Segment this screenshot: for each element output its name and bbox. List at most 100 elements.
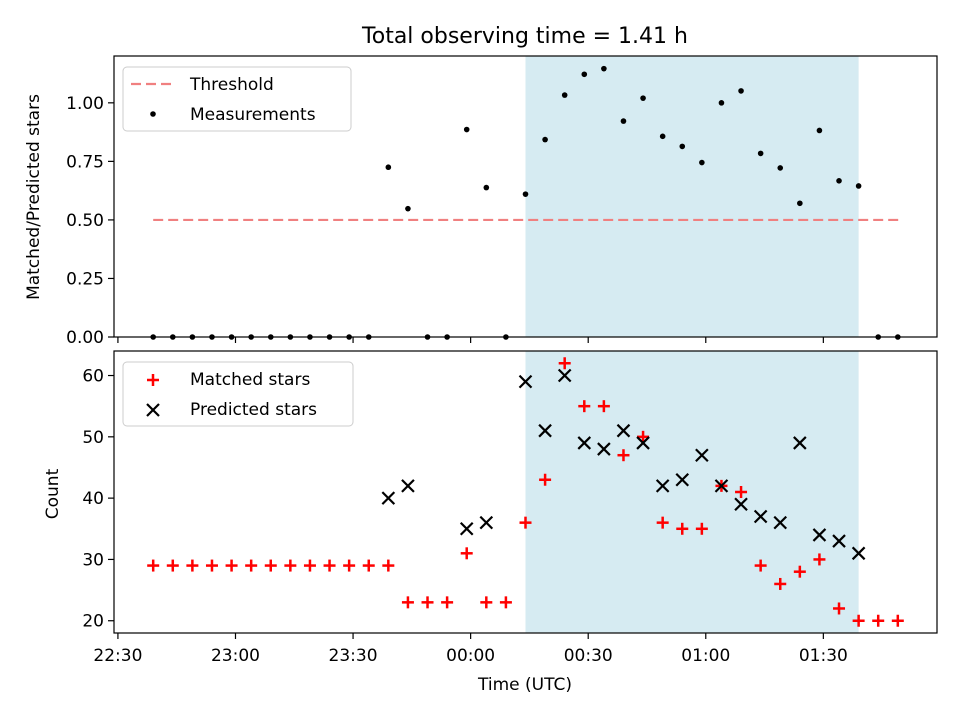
measurement-point: [385, 164, 392, 171]
x-tick-label: 22:30: [93, 646, 142, 666]
matched-star-point: [891, 614, 904, 627]
measurement-point: [463, 126, 470, 133]
top-plot-frame: [113, 55, 938, 338]
chart-title: Total observing time = 1.41 h: [361, 24, 688, 49]
bot-y-tick-label: 30: [82, 550, 104, 570]
x-tick-label: 23:30: [329, 646, 378, 666]
predicted-star-point: [675, 472, 690, 487]
top-y-axis-label: Matched/Predicted stars: [24, 94, 44, 300]
matched-star-point: [676, 522, 689, 535]
top-y-tick-label: 0.50: [66, 211, 104, 231]
measurement-point: [522, 191, 529, 197]
top-y-axis: 0.00 0.25 0.50 0.75 1.00: [66, 94, 114, 348]
matched-star-point: [499, 596, 512, 609]
predicted-star-point: [734, 497, 748, 512]
matched-star-point: [480, 596, 493, 609]
top-y-tick-label: 0.25: [66, 269, 104, 289]
predicted-star-point: [655, 479, 670, 493]
bot-y-tick-label: 60: [82, 367, 104, 387]
measurement-point: [816, 127, 823, 134]
matched-star-point: [323, 559, 336, 572]
predicted-star-point: [773, 515, 788, 530]
predicted-star-point: [695, 448, 709, 462]
measurement-point: [777, 165, 784, 171]
matched-star-point: [519, 516, 532, 529]
measurement-point: [640, 95, 646, 101]
legend-matched-swatch: [147, 374, 159, 386]
top-y-tick-label: 0.75: [66, 152, 104, 172]
top-y-tick-label: 0.00: [66, 328, 104, 348]
x-tick-label: 01:30: [799, 646, 848, 666]
measurement-point: [659, 133, 666, 140]
matched-star-point: [833, 602, 846, 615]
matched-star-point: [539, 473, 552, 486]
measurement-point: [797, 200, 803, 207]
matched-star-point: [441, 596, 454, 609]
matched-star-point: [147, 559, 160, 572]
matched-star-point: [245, 559, 258, 572]
bottom-highlight-span: [525, 351, 859, 633]
matched-star-point: [401, 596, 414, 609]
measurement-point: [738, 88, 744, 94]
top-x-ticks: [117, 337, 824, 343]
bottom-y-axis-label: Count: [43, 468, 63, 519]
legend-measurements-label: Measurements: [190, 105, 316, 125]
bottom-legend: Matched stars Predicted stars: [122, 361, 354, 427]
predicted-star-point: [401, 479, 415, 493]
x-tick-label: 23:00: [211, 646, 260, 666]
bot-y-tick-label: 50: [82, 428, 104, 448]
x-tick-label: 00:00: [446, 646, 495, 666]
predicted-star-point: [459, 522, 474, 536]
measurement-point: [679, 143, 686, 150]
measurement-point: [561, 92, 568, 98]
matched-star-point: [774, 577, 787, 590]
predicted-star-point: [538, 423, 552, 438]
matched-star-point: [264, 559, 277, 572]
predicted-star-point: [714, 479, 729, 493]
measurement-point: [581, 71, 588, 78]
measurement-point: [601, 65, 607, 72]
top-y-tick-label: 1.00: [66, 94, 104, 114]
x-tick-label: 01:00: [681, 646, 730, 666]
predicted-star-point: [832, 534, 846, 548]
predicted-star-point: [812, 528, 827, 542]
matched-star-point: [637, 430, 650, 443]
x-axis-label: Time (UTC): [477, 675, 572, 695]
predicted-star-point: [577, 436, 592, 450]
measurement-point: [757, 150, 764, 157]
matched-star-point: [205, 559, 218, 572]
predicted-star-point: [616, 423, 631, 438]
matched-star-point: [460, 547, 473, 560]
top-legend: Threshold Measurements: [122, 66, 352, 132]
matched-star-point: [656, 516, 669, 529]
predicted-star-point: [381, 491, 396, 505]
matched-star-point: [754, 559, 767, 572]
matched-star-point: [617, 449, 630, 462]
predicted-star-point: [753, 509, 768, 524]
matched-star-point: [793, 565, 806, 578]
predicted-star-point: [597, 442, 611, 456]
predicted-star-point: [636, 436, 650, 450]
bottom-y-axis: 20 30 40 50 60: [82, 367, 114, 632]
measurement-point: [699, 159, 705, 166]
matched-star-point: [303, 559, 316, 572]
measurement-point: [542, 136, 548, 143]
matched-star-point: [735, 486, 748, 498]
measurement-point: [483, 184, 490, 191]
matched-star-point: [872, 614, 885, 627]
top-panel: 0.00 0.25 0.50 0.75 1.00 Matched/Predicted s…: [24, 55, 938, 348]
matched-star-point: [362, 559, 375, 572]
matched-star-point: [343, 559, 356, 572]
bot-y-tick-label: 20: [82, 612, 104, 632]
matched-star-point: [852, 614, 865, 627]
bottom-points: [147, 357, 904, 627]
measurement-point: [718, 100, 725, 106]
matched-star-point: [558, 357, 571, 370]
x-tick-label: 00:30: [564, 646, 613, 666]
legend-predicted-label: Predicted stars: [190, 400, 317, 420]
bottom-panel: 20 30 40 50 60 22:30 23:00 23:30 00:00 00:30 01:0…: [43, 350, 938, 695]
matched-star-point: [421, 596, 434, 609]
matched-star-point: [597, 400, 610, 413]
matched-star-point: [225, 559, 238, 572]
